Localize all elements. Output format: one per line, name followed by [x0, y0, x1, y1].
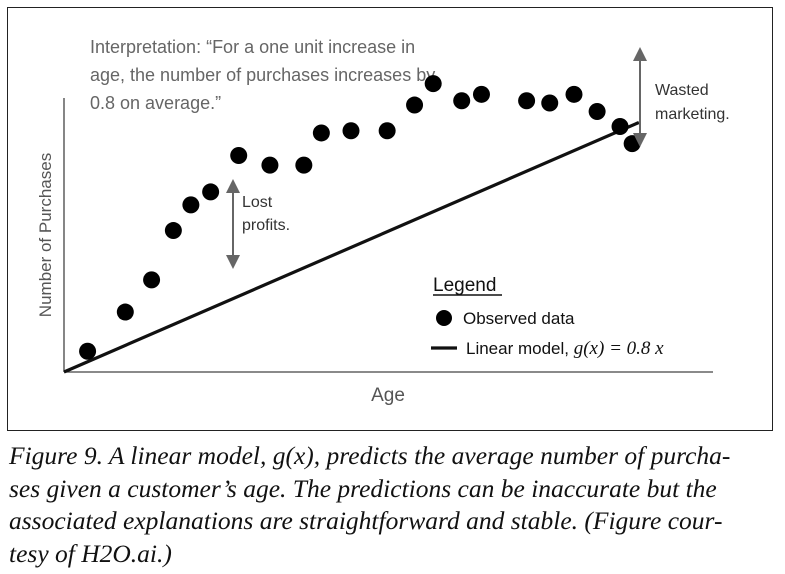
- legend-title: Legend: [433, 275, 496, 296]
- wasted-marketing-label-line-2: marketing.: [655, 106, 730, 123]
- data-point-15: [453, 92, 471, 110]
- linear-model-line: [63, 121, 640, 374]
- data-point-6: [202, 183, 220, 201]
- data-point-4: [164, 222, 182, 240]
- caption-line-2: ses given a customer’s age. The predicti…: [9, 473, 717, 503]
- lost-profits-label-line-1: Lost: [242, 194, 273, 211]
- data-point-11: [342, 122, 360, 140]
- data-point-8: [261, 156, 279, 174]
- data-point-2: [116, 303, 134, 321]
- data-point-1: [79, 342, 97, 360]
- data-point-9: [295, 156, 313, 174]
- interpretation-line-3: 0.8 on average.”: [90, 93, 221, 113]
- legend: Legend Observed data Linear model, g(x) …: [431, 275, 664, 359]
- legend-model-label: Linear model, g(x) = 0.8 x: [466, 338, 664, 359]
- data-point-17: [518, 92, 536, 110]
- data-point-12: [378, 122, 396, 140]
- legend-observed-marker: [436, 310, 452, 326]
- data-point-13: [406, 96, 424, 114]
- legend-model-label-prefix: Linear model,: [466, 339, 574, 358]
- data-point-3: [143, 271, 161, 289]
- interpretation-line-1: Interpretation: “For a one unit increase…: [90, 37, 415, 57]
- data-point-18: [541, 94, 559, 112]
- figure-caption: Figure 9. A linear model, g(x), predicts…: [9, 440, 779, 570]
- data-point-10: [312, 124, 330, 142]
- data-point-19: [565, 85, 583, 103]
- caption-line-4: tesy of H2O.ai.): [9, 538, 172, 568]
- y-axis-label: Number of Purchases: [36, 153, 55, 317]
- caption-line-3: associated explanations are straightforw…: [9, 506, 723, 535]
- data-point-14: [424, 75, 442, 93]
- caption-line-1: Figure 9. A linear model, g(x), predicts…: [9, 441, 731, 470]
- data-point-20: [588, 103, 606, 121]
- legend-model-formula: g(x) = 0.8 x: [574, 338, 664, 359]
- interpretation-line-2: age, the number of purchases increases b…: [90, 65, 435, 85]
- x-axis-label: Age: [371, 385, 405, 406]
- observed-data-points: [79, 75, 641, 360]
- data-point-21: [611, 117, 629, 135]
- data-point-7: [230, 146, 248, 164]
- legend-observed-label: Observed data: [463, 309, 575, 328]
- lost-profits-label-line-2: profits.: [242, 217, 290, 234]
- wasted-marketing-label-line-1: Wasted: [655, 82, 709, 99]
- data-point-22: [623, 135, 641, 153]
- data-point-16: [472, 85, 490, 103]
- data-point-5: [182, 196, 200, 214]
